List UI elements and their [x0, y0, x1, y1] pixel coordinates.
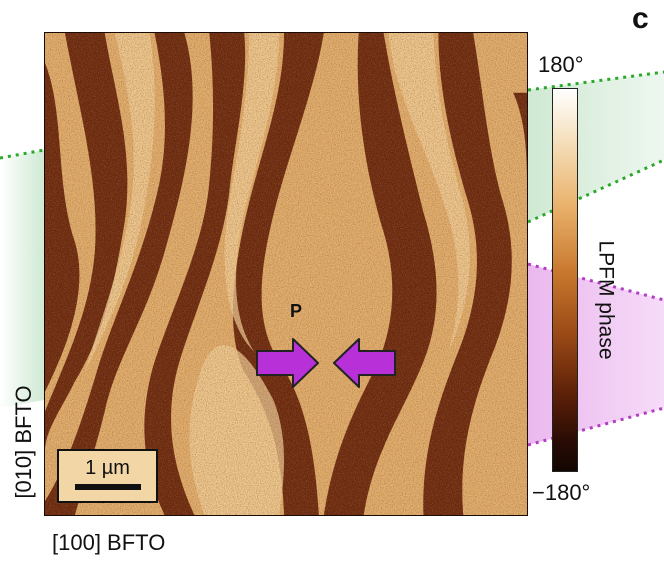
polarization-label: P [290, 301, 303, 321]
polarization-arrows [256, 338, 396, 388]
domain-pattern [45, 33, 527, 515]
scale-bar: 1 µm [57, 449, 158, 503]
green-dotted-line [527, 70, 664, 92]
panel-label: c [632, 2, 649, 35]
scale-bar-line [75, 484, 141, 490]
green-region-left [0, 150, 44, 408]
right-arrow-icon [256, 338, 319, 388]
colorbar-min-label: −180° [532, 480, 591, 505]
green-region-right [528, 72, 664, 222]
colorbar-max-label: 180° [538, 52, 584, 77]
lpfm-phase-map: 1 µm [44, 32, 528, 516]
colorbar [552, 88, 578, 472]
horizontal-axis-label: [100] BFTO [52, 530, 166, 555]
left-arrow-icon [333, 338, 396, 388]
green-dotted-line [527, 158, 664, 224]
scale-bar-label: 1 µm [85, 457, 130, 479]
vertical-axis-label: [010] BFTO [11, 385, 36, 499]
colorbar-title: LPFM phase [594, 240, 618, 360]
